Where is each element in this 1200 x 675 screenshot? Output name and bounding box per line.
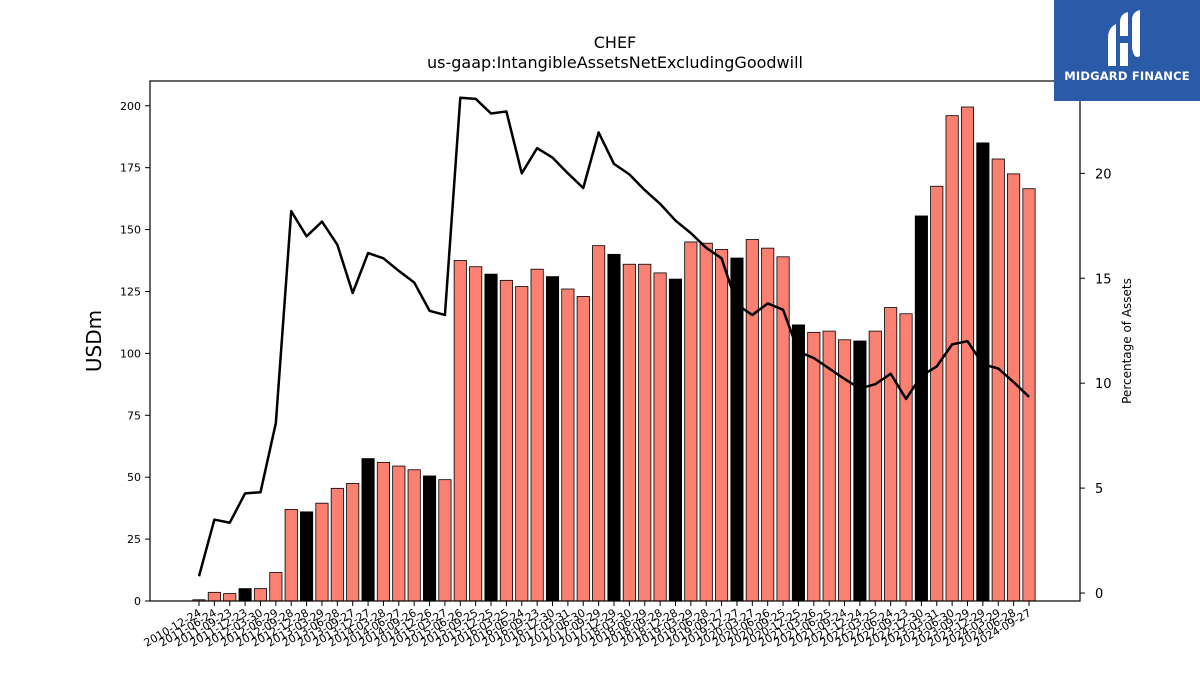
y-tick-label: 0 xyxy=(134,595,141,608)
chart-subtitle: us-gaap:IntangibleAssetsNetExcludingGood… xyxy=(427,53,803,72)
bar-2013-12-27 xyxy=(361,458,375,602)
bar-2011-06-24 xyxy=(207,591,221,602)
bar-2016-12-30 xyxy=(545,276,560,602)
bar-2016-03-25 xyxy=(499,279,513,602)
bar-2016-06-24 xyxy=(515,286,529,602)
bar-2022-03-25 xyxy=(868,330,882,602)
bar-2019-06-28 xyxy=(699,242,713,602)
bar-2022-09-23 xyxy=(899,313,913,602)
bar-2012-03-30 xyxy=(253,588,268,602)
bar-2018-03-30 xyxy=(622,263,636,602)
bar-2022-12-30 xyxy=(914,215,928,602)
brand-name: MIDGARD FINANCE xyxy=(1064,69,1190,83)
bar-2024-03-29 xyxy=(991,158,1005,602)
y2-tick-label: 10 xyxy=(1095,377,1112,392)
bar-2013-06-28 xyxy=(330,487,344,602)
y2-axis-label: Percentage of Assets xyxy=(1120,278,1134,404)
y2-tick-label: 0 xyxy=(1095,587,1103,602)
bar-2014-12-26 xyxy=(422,475,437,602)
bar-2023-03-31 xyxy=(930,185,944,602)
bar-2017-12-29 xyxy=(607,253,621,602)
bar-2019-12-27 xyxy=(730,257,744,602)
bar-2014-06-27 xyxy=(392,465,406,602)
bar-2015-09-25 xyxy=(469,266,483,602)
line-layer xyxy=(197,96,1030,577)
bar-2021-03-26 xyxy=(807,331,821,602)
bar-2023-06-30 xyxy=(945,115,959,602)
bar-2024-09-27 xyxy=(1022,188,1036,602)
bar-2020-12-25 xyxy=(791,324,805,602)
chart-title: CHEF xyxy=(594,33,637,52)
y2-tick-label: 5 xyxy=(1095,482,1103,497)
bar-2023-12-29 xyxy=(976,142,990,602)
y2-tick-label: 20 xyxy=(1095,167,1112,182)
bar-2012-06-29 xyxy=(269,572,283,602)
axes-layer: 0255075100125150175200051015202010-12-24… xyxy=(120,80,1112,650)
bar-2012-09-28 xyxy=(284,508,298,602)
y-tick-label: 125 xyxy=(120,285,141,298)
plot-frame xyxy=(149,80,1081,602)
bar-2019-03-29 xyxy=(684,241,698,602)
y-tick-label: 75 xyxy=(127,409,141,422)
y-tick-label: 50 xyxy=(127,471,141,484)
bar-2015-12-25 xyxy=(484,273,498,602)
y-tick-label: 175 xyxy=(120,162,141,175)
bar-2014-09-26 xyxy=(407,469,421,602)
y-axis-label: USDm xyxy=(82,310,106,372)
bar-2017-03-31 xyxy=(561,288,575,602)
y-tick-label: 100 xyxy=(120,347,141,360)
y-tick-label: 200 xyxy=(120,100,141,113)
bar-2014-03-28 xyxy=(376,461,390,602)
bar-2012-12-28 xyxy=(300,511,314,602)
bar-2011-09-23 xyxy=(223,593,237,602)
bar-2011-12-23 xyxy=(238,588,252,602)
bar-2018-09-28 xyxy=(653,272,667,602)
bar-2022-06-24 xyxy=(884,307,898,602)
midgard-logo-icon xyxy=(1108,10,1140,66)
bar-2018-12-28 xyxy=(668,278,683,602)
bar-2021-12-24 xyxy=(853,340,867,602)
bar-2020-06-26 xyxy=(761,247,775,602)
bar-2020-03-27 xyxy=(745,239,759,602)
bar-2013-03-29 xyxy=(315,502,329,602)
bar-2016-09-23 xyxy=(530,268,544,602)
y-tick-label: 25 xyxy=(127,533,141,546)
y-tick-label: 150 xyxy=(120,224,141,237)
bar-2019-09-27 xyxy=(715,248,729,602)
bar-2015-03-27 xyxy=(438,479,452,602)
bar-2023-09-29 xyxy=(960,106,975,602)
bar-2015-06-26 xyxy=(453,260,467,602)
percentage-line xyxy=(197,96,1030,577)
bar-2018-06-29 xyxy=(638,263,652,602)
bar-2013-09-27 xyxy=(346,482,360,602)
bars-layer xyxy=(192,106,1036,602)
bar-2017-09-29 xyxy=(592,245,606,602)
brand-logo: MIDGARD FINANCE xyxy=(1054,0,1200,101)
y2-tick-label: 15 xyxy=(1095,272,1112,287)
bar-2017-06-30 xyxy=(576,296,590,602)
